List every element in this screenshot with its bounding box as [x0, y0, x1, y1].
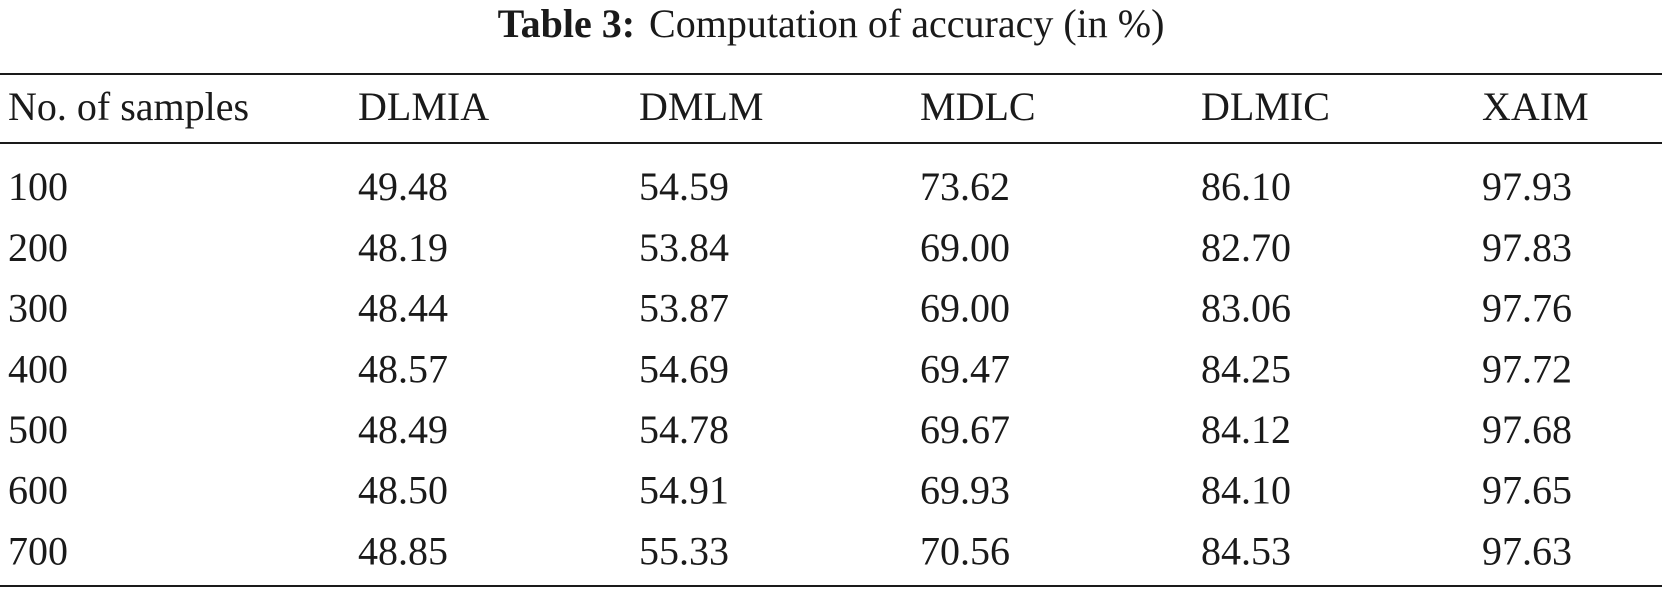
table-cell: 48.50 — [358, 468, 448, 513]
table-cell: 69.67 — [920, 407, 1010, 452]
table-cell: 700 — [8, 528, 68, 573]
table-cell: 53.87 — [639, 286, 729, 331]
table-cell: 97.93 — [1482, 164, 1572, 209]
table-cell: 69.00 — [920, 225, 1010, 270]
table-cell: 97.65 — [1482, 468, 1572, 513]
table-cell: 84.25 — [1201, 346, 1291, 391]
caption-label: Table 3: — [498, 1, 635, 46]
table-cell: 48.85 — [358, 528, 448, 573]
table-cell: 48.19 — [358, 225, 448, 270]
table-cell: 84.12 — [1201, 407, 1291, 452]
header-cell: MDLC — [920, 84, 1036, 129]
table-cell: 69.00 — [920, 286, 1010, 331]
table-cell: 84.10 — [1201, 468, 1291, 513]
table-cell: 54.59 — [639, 164, 729, 209]
table-cell: 97.72 — [1482, 346, 1572, 391]
header-cell: No. of samples — [8, 84, 249, 129]
table-cell: 49.48 — [358, 164, 448, 209]
table-cell: 97.68 — [1482, 407, 1572, 452]
table-cell: 83.06 — [1201, 286, 1291, 331]
table-cell: 82.70 — [1201, 225, 1291, 270]
caption-text: Computation of accuracy (in %) — [649, 1, 1164, 46]
table-cell: 84.53 — [1201, 528, 1291, 573]
header-cell: DLMIC — [1201, 84, 1330, 129]
table-cell: 73.62 — [920, 164, 1010, 209]
caption: Table 3: Computation of accuracy (in %) — [498, 1, 1165, 46]
table-cell: 300 — [8, 286, 68, 331]
table-cell: 200 — [8, 225, 68, 270]
table-cell: 54.91 — [639, 468, 729, 513]
table-cell: 69.47 — [920, 346, 1010, 391]
table-cell: 500 — [8, 407, 68, 452]
table-cell: 54.78 — [639, 407, 729, 452]
table-cell: 55.33 — [639, 528, 729, 573]
table-cell: 400 — [8, 346, 68, 391]
table-cell: 86.10 — [1201, 164, 1291, 209]
table-cell: 54.69 — [639, 346, 729, 391]
table-cell: 53.84 — [639, 225, 729, 270]
table-cell: 97.76 — [1482, 286, 1572, 331]
header-cell: XAIM — [1482, 84, 1589, 129]
header-cell: DMLM — [639, 84, 763, 129]
table-cell: 48.49 — [358, 407, 448, 452]
table-cell: 69.93 — [920, 468, 1010, 513]
table-cell: 100 — [8, 164, 68, 209]
table-cell: 70.56 — [920, 528, 1010, 573]
header-cell: DLMIA — [358, 84, 489, 129]
table-cell: 600 — [8, 468, 68, 513]
table-cell: 48.44 — [358, 286, 448, 331]
table-cell: 97.83 — [1482, 225, 1572, 270]
table-cell: 97.63 — [1482, 528, 1572, 573]
table-cell: 48.57 — [358, 346, 448, 391]
